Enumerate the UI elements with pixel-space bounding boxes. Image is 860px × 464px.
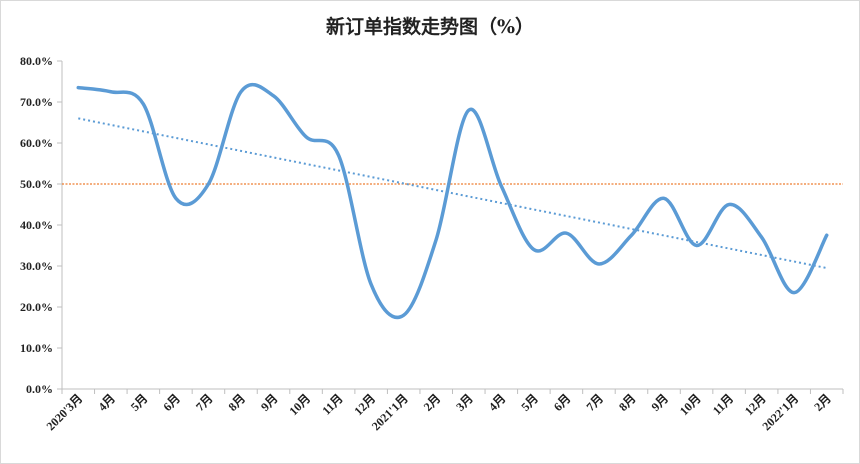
y-tick-label: 10.0% xyxy=(20,341,53,355)
data-point xyxy=(239,90,242,93)
data-point xyxy=(305,135,308,138)
x-tick-label: 2月 xyxy=(421,391,444,414)
data-point xyxy=(435,238,438,241)
data-point xyxy=(142,103,145,106)
x-tick-label: 6月 xyxy=(160,391,183,414)
data-point xyxy=(337,154,340,157)
data-point xyxy=(174,197,177,200)
x-tick-label: 10月 xyxy=(677,391,704,418)
data-point xyxy=(467,109,470,112)
x-tick-label: 2022'1月 xyxy=(759,391,801,433)
y-tick-label: 50.0% xyxy=(20,177,53,191)
data-point xyxy=(630,234,633,237)
y-tick-label: 30.0% xyxy=(20,259,53,273)
x-tick-label: 2月 xyxy=(811,391,834,414)
data-point xyxy=(77,86,80,89)
x-tick-label: 11月 xyxy=(319,391,345,417)
y-tick-label: 0.0% xyxy=(26,382,53,396)
data-point xyxy=(565,232,568,235)
data-point xyxy=(728,203,731,206)
series-line xyxy=(76,82,829,320)
data-point xyxy=(402,314,405,317)
y-tick-label: 20.0% xyxy=(20,300,53,314)
data-point xyxy=(109,90,112,93)
x-tick-label: 10月 xyxy=(286,391,313,418)
data-point xyxy=(793,291,796,294)
x-tick-label: 8月 xyxy=(225,391,248,414)
x-tick-label: 7月 xyxy=(193,391,216,414)
trendline-group xyxy=(78,117,827,270)
data-point xyxy=(760,236,763,239)
x-tick-label: 4月 xyxy=(486,391,509,414)
x-tick-label: 3月 xyxy=(453,391,476,414)
trendline xyxy=(78,117,827,270)
x-tick-label: 12月 xyxy=(351,391,378,418)
x-tick-label: 9月 xyxy=(649,391,672,414)
data-point xyxy=(663,197,666,200)
y-tick-label: 70.0% xyxy=(20,95,53,109)
x-tick-label: 2021'1月 xyxy=(369,391,411,433)
chart-title: 新订单指数走势图（%） xyxy=(326,15,534,38)
x-tick-label: 6月 xyxy=(551,391,574,414)
x-tick-label: 9月 xyxy=(258,391,281,414)
data-point xyxy=(695,244,698,247)
y-tick-label: 40.0% xyxy=(20,218,53,232)
x-tick-label: 7月 xyxy=(583,391,606,414)
data-point xyxy=(370,283,373,286)
data-point xyxy=(532,248,535,251)
x-tick-label: 12月 xyxy=(742,391,769,418)
y-tick-label: 60.0% xyxy=(20,136,53,150)
x-tick-label: 5月 xyxy=(518,391,541,414)
x-tick-label: 11月 xyxy=(710,391,736,417)
x-tick-label: 5月 xyxy=(128,391,151,414)
data-point xyxy=(272,94,275,97)
x-tick-label: 2020'3月 xyxy=(43,391,85,433)
series-group xyxy=(76,82,829,320)
y-axis-ticks: 0.0% 10.0% 20.0% 30.0% 40.0% 50.0% 60.0% 70.0% 8… xyxy=(20,54,62,396)
x-tick-label: 4月 xyxy=(95,391,118,414)
x-tick-label: 8月 xyxy=(616,391,639,414)
data-point xyxy=(825,234,828,237)
data-point xyxy=(500,185,503,188)
data-point xyxy=(597,262,600,265)
data-point xyxy=(207,183,210,186)
axes xyxy=(61,61,843,390)
y-tick-label: 80.0% xyxy=(20,54,53,68)
